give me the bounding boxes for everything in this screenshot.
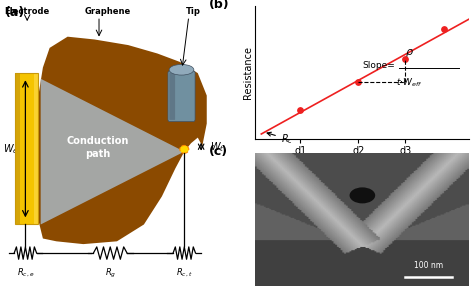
X-axis label: Relative distance: Relative distance [320, 159, 404, 169]
Text: 100 nm: 100 nm [414, 261, 443, 270]
Text: $t{\cdot}W_{eff}$: $t{\cdot}W_{eff}$ [396, 77, 423, 89]
FancyBboxPatch shape [169, 72, 175, 120]
Text: $W_e$: $W_e$ [2, 142, 18, 156]
Y-axis label: Resistance: Resistance [243, 46, 253, 99]
Text: (a): (a) [5, 6, 25, 19]
FancyBboxPatch shape [34, 73, 38, 225]
Text: Tip: Tip [186, 7, 201, 16]
Text: $R_g$: $R_g$ [105, 267, 116, 280]
Point [296, 108, 304, 112]
Point [440, 26, 448, 31]
Text: (c): (c) [209, 145, 228, 158]
Ellipse shape [180, 145, 189, 153]
Text: $R_{c,t}$: $R_{c,t}$ [176, 267, 192, 279]
Polygon shape [41, 79, 184, 225]
Text: $R_c$: $R_c$ [267, 132, 293, 146]
Text: Electrode: Electrode [5, 7, 50, 16]
Ellipse shape [169, 65, 194, 75]
FancyBboxPatch shape [15, 73, 38, 225]
Point [401, 57, 409, 62]
Text: Slope=: Slope= [363, 61, 395, 70]
Text: (b): (b) [209, 0, 229, 11]
Text: Graphene: Graphene [85, 7, 131, 16]
Polygon shape [34, 37, 207, 244]
Text: $W_t$: $W_t$ [210, 140, 225, 154]
FancyBboxPatch shape [15, 73, 20, 225]
Text: Conduction
path: Conduction path [67, 136, 129, 159]
Point [355, 80, 362, 84]
FancyBboxPatch shape [168, 71, 195, 121]
Text: $R_{c,e}$: $R_{c,e}$ [17, 267, 34, 279]
Circle shape [349, 187, 375, 204]
Text: $\rho$: $\rho$ [405, 47, 414, 59]
